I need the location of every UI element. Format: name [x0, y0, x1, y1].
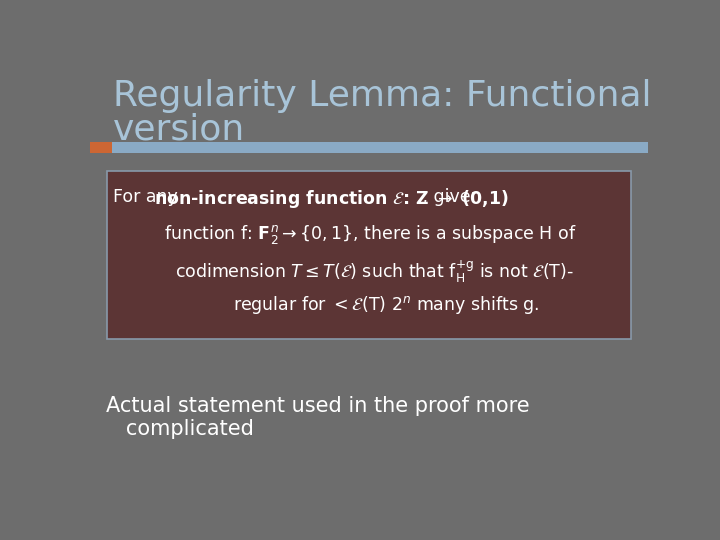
Text: non-increasing function $\mathcal{E}$: Z $\rightarrow$ (0,1): non-increasing function $\mathcal{E}$: Z…: [153, 188, 508, 210]
FancyBboxPatch shape: [90, 142, 648, 153]
FancyBboxPatch shape: [107, 171, 631, 339]
Text: , given: , given: [417, 188, 482, 206]
Text: complicated: complicated: [106, 419, 253, 439]
FancyBboxPatch shape: [90, 142, 112, 153]
Text: codimension $T \leq T(\mathcal{E})$ such that $\mathrm{f_H^{+g}}$ is not $\mathc: codimension $T \leq T(\mathcal{E})$ such…: [175, 259, 574, 285]
Text: Regularity Lemma: Functional: Regularity Lemma: Functional: [113, 79, 652, 113]
Text: regular for $< \mathcal{E}$(T) $2^n$ many shifts g.: regular for $< \mathcal{E}$(T) $2^n$ man…: [233, 294, 540, 316]
Text: version: version: [113, 112, 246, 146]
Text: For any: For any: [113, 188, 184, 206]
Text: function f: $\mathbf{F}_2^n \rightarrow \{0,1\}$, there is a subspace H of: function f: $\mathbf{F}_2^n \rightarrow …: [163, 224, 576, 246]
Text: Actual statement used in the proof more: Actual statement used in the proof more: [106, 396, 529, 416]
